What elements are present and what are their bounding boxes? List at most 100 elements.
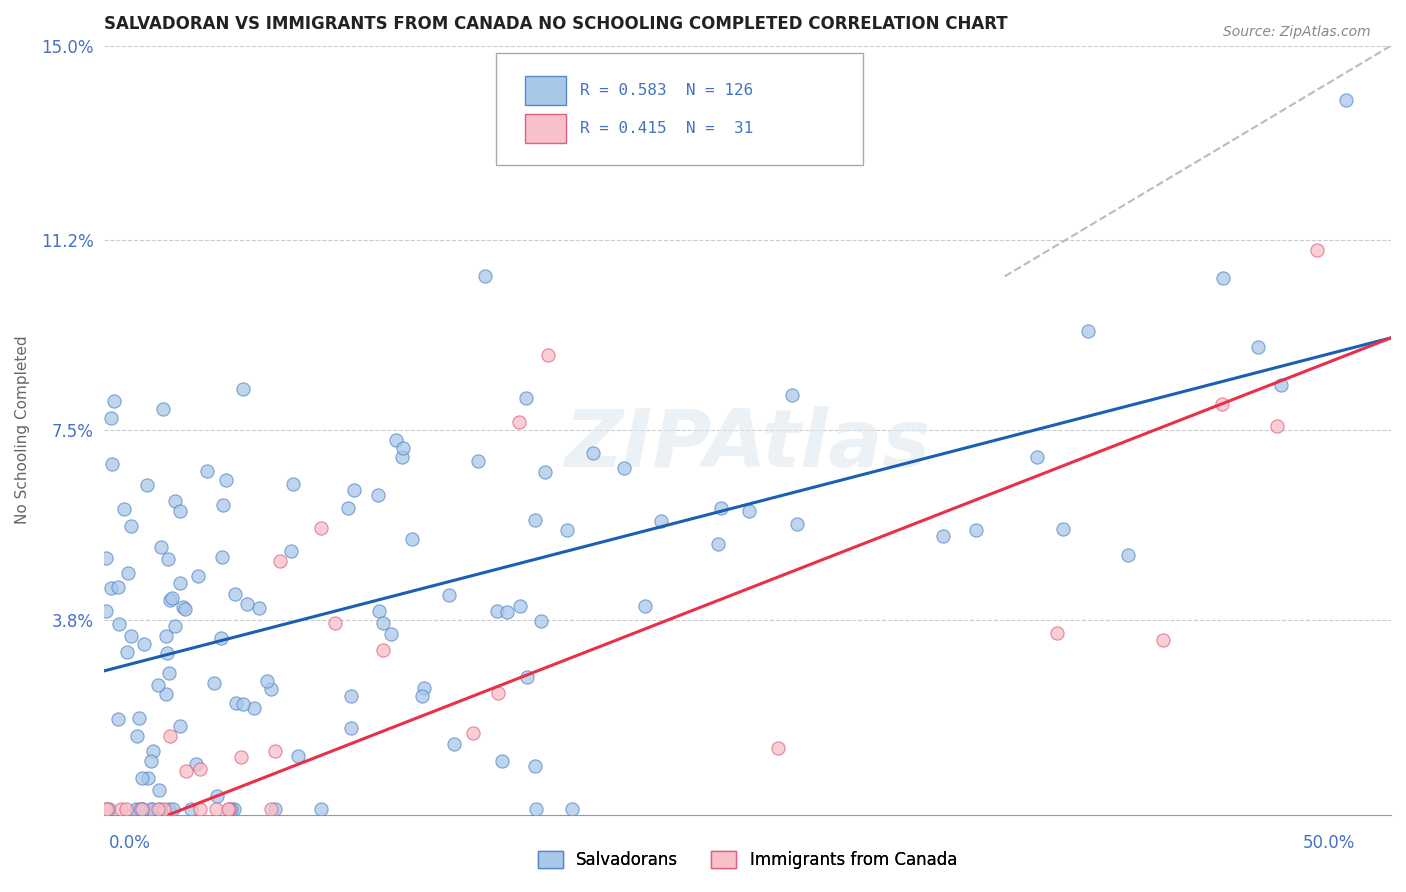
- Point: [1052, 522, 1074, 536]
- Point: [461, 726, 484, 740]
- Point: [256, 673, 278, 688]
- Point: [155, 629, 177, 643]
- Point: [148, 783, 170, 797]
- Point: [280, 544, 302, 558]
- Point: [219, 802, 242, 816]
- Point: [368, 603, 391, 617]
- Point: [96, 802, 118, 816]
- Point: [263, 802, 285, 816]
- Point: [710, 501, 733, 516]
- Point: [537, 348, 560, 362]
- Text: 0.0%: 0.0%: [108, 834, 150, 852]
- Point: [235, 597, 257, 611]
- Point: [96, 604, 118, 618]
- Point: [218, 802, 240, 816]
- Point: [110, 802, 132, 816]
- Point: [136, 478, 159, 492]
- Point: [523, 759, 546, 773]
- Point: [264, 743, 287, 757]
- Point: [131, 771, 153, 785]
- Point: [486, 686, 509, 700]
- Point: [411, 689, 433, 703]
- Point: [224, 587, 246, 601]
- Point: [1306, 243, 1329, 257]
- Point: [260, 802, 283, 816]
- Point: [508, 415, 530, 429]
- Point: [309, 521, 332, 535]
- Point: [100, 411, 122, 425]
- Point: [169, 503, 191, 517]
- Point: [212, 498, 235, 512]
- Point: [96, 802, 118, 816]
- Point: [371, 643, 394, 657]
- Point: [391, 441, 413, 455]
- FancyBboxPatch shape: [524, 114, 565, 144]
- Point: [1025, 450, 1047, 465]
- Point: [557, 523, 579, 537]
- Point: [169, 575, 191, 590]
- Point: [1116, 549, 1139, 563]
- Point: [107, 617, 129, 632]
- Point: [224, 802, 246, 816]
- Point: [129, 802, 152, 816]
- Point: [163, 619, 186, 633]
- Point: [1265, 419, 1288, 434]
- Point: [115, 802, 138, 816]
- Point: [495, 605, 517, 619]
- Point: [391, 450, 413, 464]
- Point: [243, 701, 266, 715]
- Point: [524, 802, 547, 816]
- Point: [523, 513, 546, 527]
- Point: [156, 646, 179, 660]
- Point: [160, 591, 183, 605]
- Point: [443, 737, 465, 751]
- Point: [287, 748, 309, 763]
- Point: [131, 802, 153, 816]
- Point: [371, 616, 394, 631]
- Text: SALVADORAN VS IMMIGRANTS FROM CANADA NO SCHOOLING COMPLETED CORRELATION CHART: SALVADORAN VS IMMIGRANTS FROM CANADA NO …: [104, 15, 1007, 33]
- Point: [561, 802, 583, 816]
- Point: [149, 541, 172, 555]
- Point: [530, 615, 553, 629]
- Text: ZIPAtlas: ZIPAtlas: [564, 407, 931, 484]
- Point: [142, 744, 165, 758]
- Point: [366, 488, 388, 502]
- Point: [491, 754, 513, 768]
- Point: [149, 802, 172, 816]
- Point: [582, 446, 605, 460]
- Text: R = 0.415  N =  31: R = 0.415 N = 31: [579, 121, 754, 136]
- Point: [180, 802, 202, 816]
- Point: [401, 532, 423, 546]
- Point: [159, 593, 181, 607]
- Point: [249, 601, 271, 615]
- Point: [269, 554, 291, 568]
- Point: [159, 729, 181, 743]
- Point: [932, 529, 955, 543]
- Point: [738, 504, 761, 518]
- Point: [485, 604, 508, 618]
- Point: [141, 802, 163, 816]
- Point: [232, 697, 254, 711]
- Point: [229, 749, 252, 764]
- Point: [516, 670, 538, 684]
- Point: [96, 551, 118, 566]
- Point: [107, 712, 129, 726]
- Point: [340, 722, 363, 736]
- Point: [174, 602, 197, 616]
- Point: [780, 388, 803, 402]
- Point: [169, 719, 191, 733]
- Point: [339, 689, 361, 703]
- Text: R = 0.583  N = 126: R = 0.583 N = 126: [579, 83, 754, 98]
- Point: [165, 494, 187, 508]
- Point: [509, 599, 531, 614]
- Point: [336, 500, 359, 515]
- Point: [1212, 271, 1234, 285]
- Point: [309, 802, 332, 816]
- Point: [187, 569, 209, 583]
- Point: [188, 802, 211, 816]
- Point: [515, 392, 537, 406]
- Point: [139, 754, 162, 768]
- Point: [98, 802, 121, 816]
- Point: [1046, 626, 1069, 640]
- Point: [260, 682, 283, 697]
